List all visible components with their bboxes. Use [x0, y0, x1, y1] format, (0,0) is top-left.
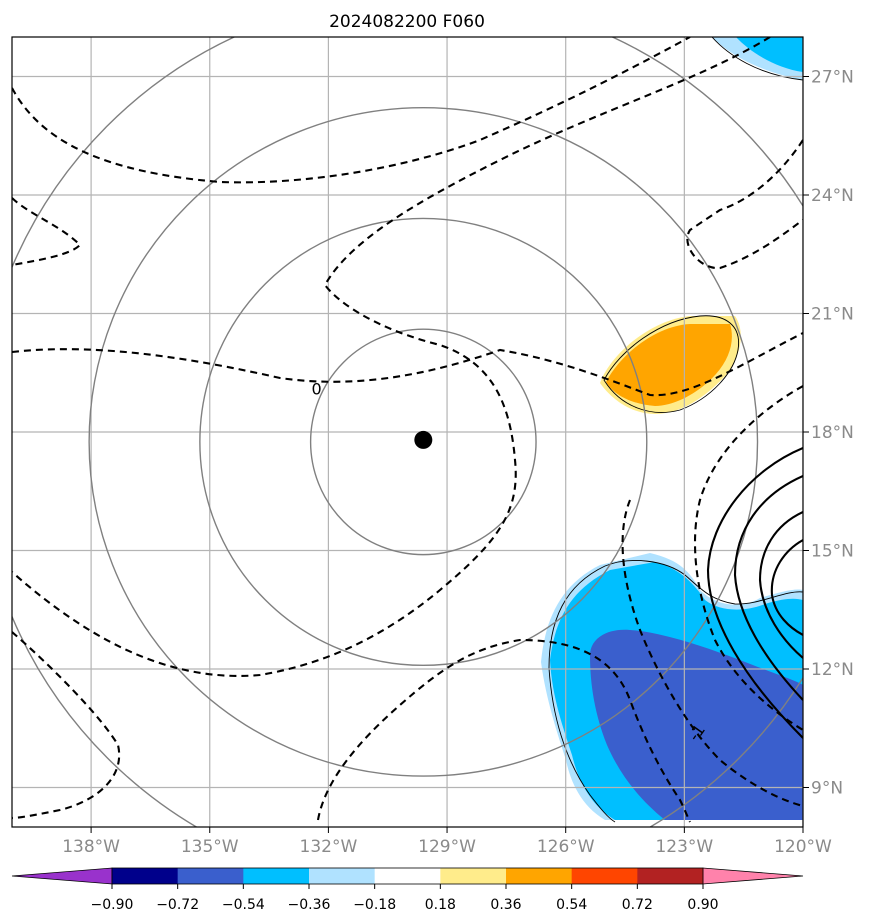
colorbar-tick-label: −0.18 — [353, 897, 396, 913]
colorbar-tick-label: −0.54 — [222, 897, 265, 913]
colorbar-segment — [440, 868, 507, 884]
graticule-grid — [12, 37, 803, 827]
colorbar-extend-low — [11, 867, 113, 885]
lat-tick-label: 21°N — [811, 305, 854, 325]
lon-tick-label: 135°W — [181, 837, 239, 857]
lat-tick-label: 12°N — [811, 660, 854, 680]
storm-center-marker — [414, 430, 433, 449]
colorbar-tick-label: −0.36 — [288, 897, 331, 913]
colorbar: −0.90 −0.72 −0.54 −0.36 −0.18 0.18 0.36 0.54 0.7… — [11, 867, 804, 913]
colorbar-tick-label: −0.72 — [156, 897, 199, 913]
lon-tick-label: 129°W — [418, 837, 476, 857]
plot-area: 0-1 — [12, 37, 803, 827]
lat-tick-label: 24°N — [811, 186, 854, 206]
contour-label: 0 — [311, 380, 321, 399]
colorbar-segment — [571, 868, 638, 884]
latitude-axis: 9°N 12°N 15°N 18°N 21°N 24°N 27°N — [803, 68, 854, 799]
colorbar-extend-high — [702, 867, 804, 885]
lat-tick-label: 27°N — [811, 68, 854, 88]
range-ring — [88, 107, 759, 777]
solid-contours — [706, 447, 803, 739]
lon-tick-label: 138°W — [62, 837, 120, 857]
colorbar-tick-label: 0.36 — [490, 897, 521, 913]
colorbar-segment — [374, 868, 441, 884]
lon-tick-label: 120°W — [774, 837, 832, 857]
lon-tick-label: 123°W — [655, 837, 713, 857]
lat-tick-label: 18°N — [811, 423, 854, 443]
colorbar-segment — [177, 868, 244, 884]
range-ring — [309, 328, 537, 556]
lat-tick-label: 9°N — [811, 779, 843, 799]
colorbar-tick-label: 0.72 — [622, 897, 653, 913]
lon-tick-label: 132°W — [300, 837, 358, 857]
colorbar-tick-label: 0.18 — [425, 897, 456, 913]
longitude-axis: 138°W 135°W 132°W 129°W 126°W 123°W 120°W — [62, 827, 832, 857]
colorbar-tick-label: 0.90 — [687, 897, 718, 913]
dashed-contours — [12, 37, 803, 823]
range-ring — [199, 217, 648, 667]
range-rings — [12, 37, 803, 827]
colorbar-segment — [309, 868, 376, 884]
cyan-field-top-right — [711, 37, 803, 81]
colorbar-segment — [637, 868, 704, 884]
chart-title: 2024082200 F060 — [329, 12, 485, 32]
colorbar-segment — [506, 868, 573, 884]
colorbar-frame — [111, 867, 704, 885]
colorbar-tick-label: −0.90 — [91, 897, 134, 913]
lon-tick-label: 126°W — [537, 837, 595, 857]
colorbar-tick-label: 0.54 — [556, 897, 587, 913]
colorbar-segment — [112, 868, 179, 884]
colorbar-segment — [243, 868, 310, 884]
lat-tick-label: 15°N — [811, 542, 854, 562]
